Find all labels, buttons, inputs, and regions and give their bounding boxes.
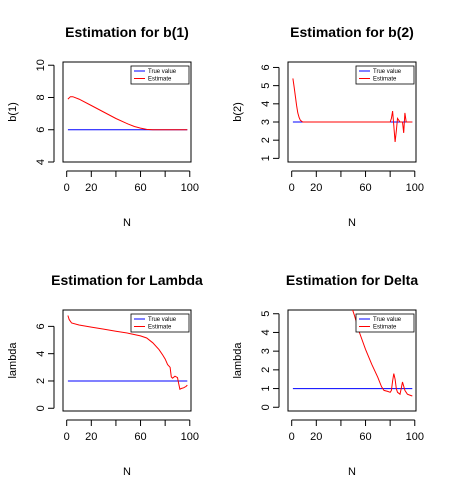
x-tick-label: 100 — [406, 431, 424, 443]
y-tick-label: 3 — [260, 119, 272, 125]
series-line-estimate — [67, 96, 188, 131]
x-tick-label: 100 — [181, 431, 199, 443]
x-tick-label: 0 — [64, 182, 70, 194]
y-tick-label: 2 — [260, 137, 272, 143]
legend: True value Estimate — [355, 313, 415, 333]
y-tick-label: 3 — [260, 348, 272, 354]
x-tick-label: 60 — [134, 182, 146, 194]
legend-entry: True value — [148, 69, 177, 75]
chart-panel-2: Estimation for b(2) 0 20 60 100 1 2 3 4 5 6 Nb(2) Tr… — [232, 24, 424, 229]
y-tick-label: 4 — [260, 101, 272, 107]
y-axis-label: lambda — [232, 342, 244, 379]
y-tick-label: 4 — [35, 159, 47, 165]
y-axis-label: b(1) — [7, 102, 19, 122]
y-axis-label: b(2) — [232, 102, 244, 122]
y-tick-label: 6 — [35, 323, 47, 329]
x-tick-label: 60 — [134, 431, 146, 443]
plot-frame — [62, 61, 192, 163]
y-tick-label: 6 — [35, 127, 47, 133]
x-tick-label: 0 — [64, 431, 70, 443]
legend: True value Estimate — [130, 313, 190, 333]
legend-entry: True value — [373, 317, 402, 323]
series-line-estimate — [67, 315, 188, 390]
y-tick-label: 5 — [260, 83, 272, 89]
legend-box — [355, 313, 415, 333]
series-line-estimate — [352, 310, 413, 397]
y-tick-label: 1 — [260, 385, 272, 391]
legend-entry: Estimate — [148, 325, 172, 331]
x-tick-label: 20 — [310, 182, 322, 194]
plot-frame — [62, 309, 192, 412]
legend-box — [355, 65, 415, 85]
y-tick-label: 5 — [260, 311, 272, 317]
chart-title: Estimation for Lambda — [51, 272, 203, 288]
y-tick-label: 1 — [260, 155, 272, 161]
x-tick-label: 20 — [310, 431, 322, 443]
x-tick-label: 60 — [359, 182, 371, 194]
x-axis-label: N — [348, 466, 356, 478]
y-tick-label: 4 — [35, 351, 47, 357]
chart-title: Estimation for Delta — [286, 272, 418, 288]
chart-panel-1: Estimation for b(1) 0 20 60 100 4 6 8 10 Nb(1) Tru… — [7, 24, 199, 229]
y-tick-label: 10 — [35, 59, 47, 71]
y-axis-label: lambda — [7, 342, 19, 379]
y-tick-label: 0 — [260, 404, 272, 410]
y-tick-label: 2 — [260, 367, 272, 373]
x-tick-label: 100 — [181, 182, 199, 194]
y-tick-label: 4 — [260, 329, 272, 335]
chart-panel-3: Estimation for Lambda 0 20 60 100 0 2 4 6 Nlambda… — [7, 272, 203, 478]
y-tick-label: 6 — [260, 64, 272, 70]
x-tick-label: 20 — [85, 182, 97, 194]
chart-title: Estimation for b(2) — [290, 24, 414, 40]
x-tick-label: 0 — [289, 431, 295, 443]
legend: True value Estimate — [355, 65, 415, 85]
x-axis-label: N — [348, 217, 356, 229]
legend-entry: Estimate — [373, 325, 397, 331]
y-tick-label: 2 — [35, 378, 47, 384]
chart-panel-4: Estimation for Delta 0 20 60 100 0 1 2 3 4 5 Nlambd… — [232, 272, 424, 478]
x-tick-label: 20 — [85, 431, 97, 443]
x-axis-label: N — [123, 217, 131, 229]
y-tick-label: 0 — [35, 405, 47, 411]
legend-box — [130, 313, 190, 333]
legend-box — [130, 65, 190, 85]
x-tick-label: 100 — [406, 182, 424, 194]
legend: True value Estimate — [130, 65, 190, 85]
legend-entry: True value — [373, 69, 402, 75]
x-tick-label: 60 — [359, 431, 371, 443]
legend-entry: True value — [148, 317, 177, 323]
legend-entry: Estimate — [373, 77, 397, 83]
chart-title: Estimation for b(1) — [65, 24, 189, 40]
legend-entry: Estimate — [148, 77, 172, 83]
x-tick-label: 0 — [289, 182, 295, 194]
plot-frame — [287, 309, 417, 412]
x-axis-label: N — [123, 466, 131, 478]
plot-frame — [287, 61, 417, 163]
series-line-estimate — [292, 78, 413, 143]
y-tick-label: 8 — [35, 94, 47, 100]
